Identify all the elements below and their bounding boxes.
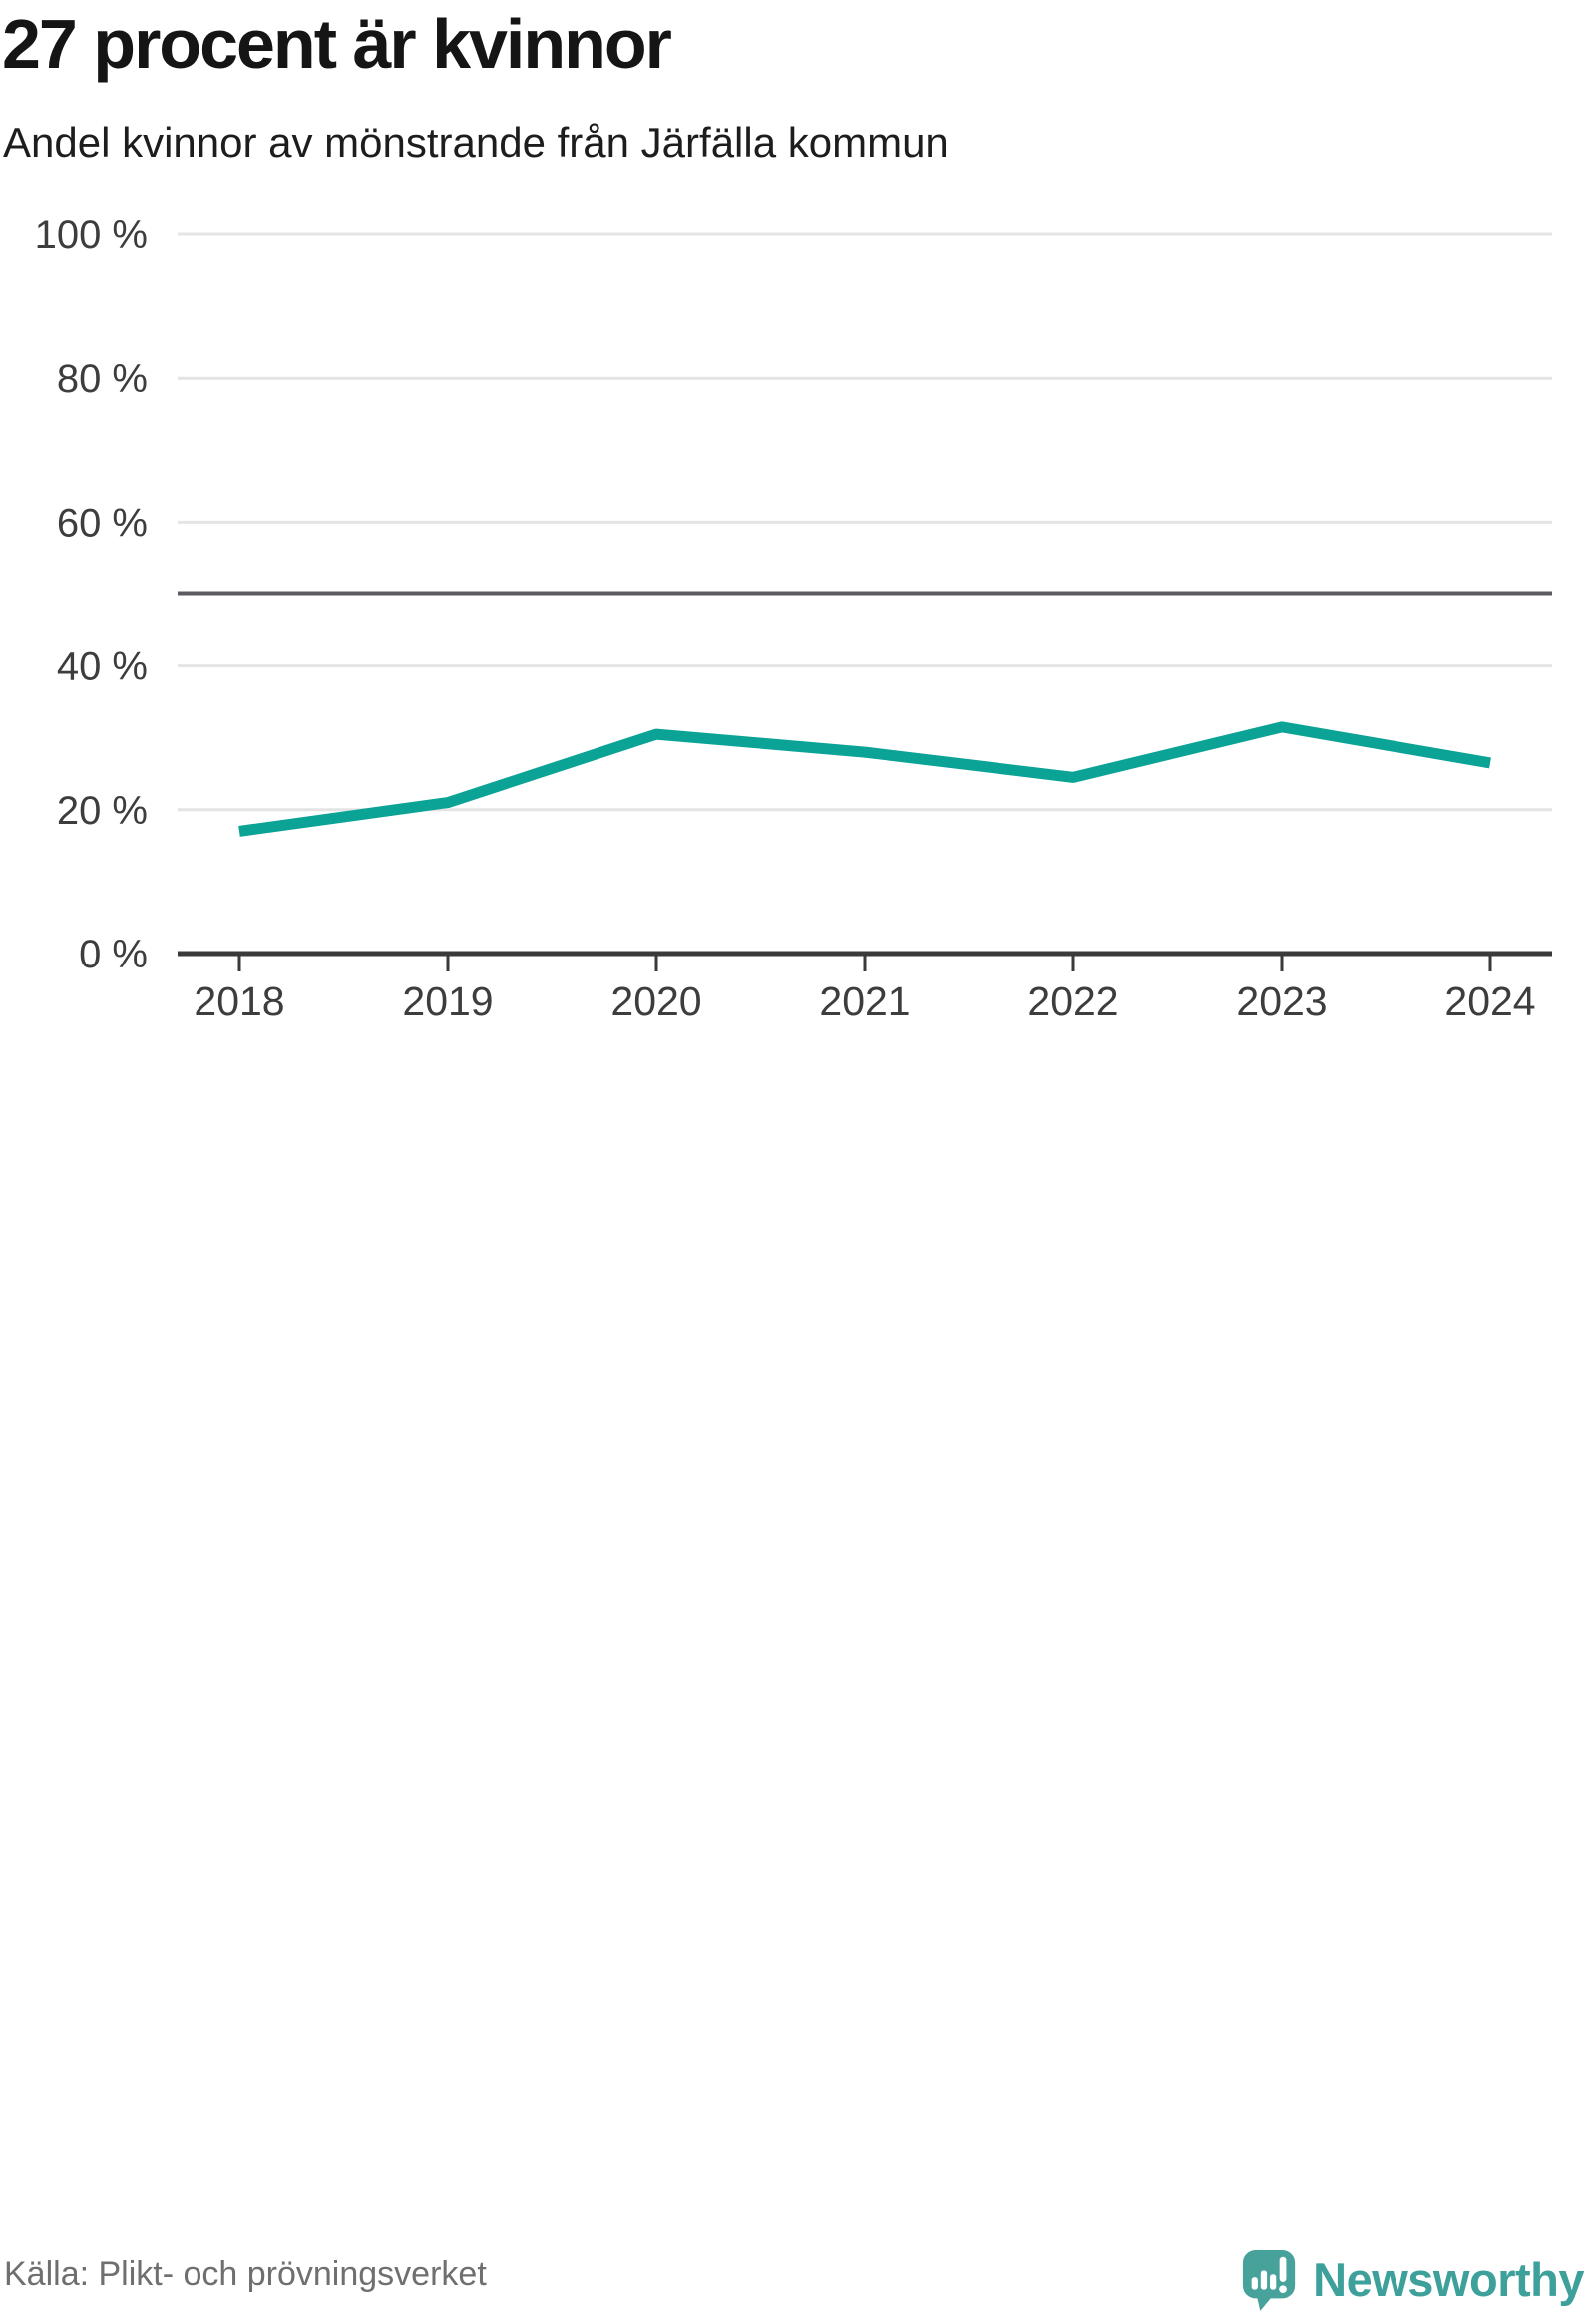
y-tick-label: 0 % xyxy=(79,933,148,976)
x-tick-label: 2023 xyxy=(1236,978,1327,1024)
source-caption: Källa: Plikt- och prövningsverket xyxy=(4,2255,487,2293)
x-tick-label: 2021 xyxy=(819,978,910,1024)
x-tick-label: 2018 xyxy=(194,978,284,1024)
newsworthy-brand: Newsworthy xyxy=(1241,2248,1584,2312)
footer: Källa: Plikt- och prövningsverket Newswo… xyxy=(0,1117,1596,2311)
x-tick-label: 2019 xyxy=(402,978,493,1024)
x-tick-label: 2020 xyxy=(610,978,701,1024)
chart-title: 27 procent är kvinnor xyxy=(2,5,672,83)
y-tick-label: 40 % xyxy=(57,645,148,689)
x-tick-label: 2024 xyxy=(1444,978,1535,1024)
x-tick-label: 2022 xyxy=(1027,978,1118,1024)
chart-subtitle: Andel kvinnor av mönstrande från Järfäll… xyxy=(3,119,949,166)
data-line xyxy=(238,721,1491,837)
y-tick-label: 100 % xyxy=(35,213,148,257)
newsworthy-wordmark: Newsworthy xyxy=(1313,2253,1584,2306)
line-chart-plot: 2018 2019 2020 2021 2022 2023 2024 0 % 20 % 40 % 6… xyxy=(35,213,1552,1024)
newsworthy-logo-icon xyxy=(1243,2250,1296,2311)
y-tick-label: 80 % xyxy=(57,357,148,401)
y-tick-label: 60 % xyxy=(57,501,148,545)
y-tick-label: 20 % xyxy=(57,789,148,833)
